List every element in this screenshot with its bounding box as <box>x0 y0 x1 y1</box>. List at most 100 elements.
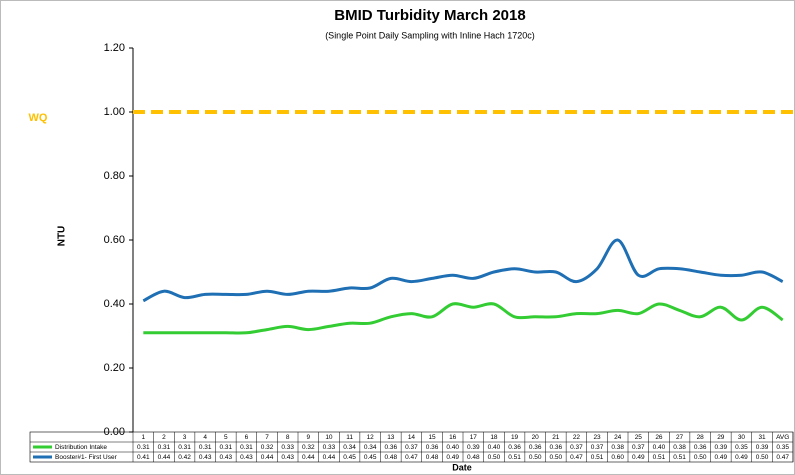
x-tick-label: 19 <box>511 434 519 441</box>
x-tick-label: 13 <box>387 434 395 441</box>
y-tick-label: 0.20 <box>104 362 125 374</box>
x-tick-label: 21 <box>552 434 560 441</box>
data-label: 0.38 <box>611 444 624 451</box>
data-label: 0.44 <box>323 454 336 461</box>
data-label: 0.40 <box>488 444 501 451</box>
x-tick-label: 15 <box>428 434 436 441</box>
data-label: 0.51 <box>508 454 521 461</box>
x-tick-label: 28 <box>697 434 705 441</box>
data-label: 0.43 <box>199 454 212 461</box>
x-tick-label: 6 <box>245 434 249 441</box>
x-tick-label: 12 <box>367 434 375 441</box>
data-label: 0.35 <box>776 444 789 451</box>
x-tick-label: 3 <box>183 434 187 441</box>
legend-label: Distribution Intake <box>55 444 107 451</box>
x-tick-label: 31 <box>758 434 766 441</box>
chart-subtitle: (Single Point Daily Sampling with Inline… <box>325 30 535 40</box>
data-label: 0.32 <box>302 444 315 451</box>
data-label: 0.48 <box>426 454 439 461</box>
data-label: 0.36 <box>694 444 707 451</box>
data-label: 0.36 <box>384 444 397 451</box>
data-label: 0.36 <box>426 444 439 451</box>
data-label: 0.47 <box>776 454 789 461</box>
y-tick-label: 0.80 <box>104 170 125 182</box>
data-label: 0.48 <box>384 454 397 461</box>
data-label: 0.38 <box>673 444 686 451</box>
x-tick-label: 22 <box>573 434 581 441</box>
x-tick-label: 1 <box>142 434 146 441</box>
data-label: 0.47 <box>570 454 583 461</box>
data-label: 0.37 <box>405 444 418 451</box>
x-tick-label: 2 <box>162 434 166 441</box>
data-label: 0.43 <box>240 454 253 461</box>
x-tick-label: 17 <box>470 434 478 441</box>
data-label: 0.50 <box>488 454 501 461</box>
x-tick-label: 26 <box>655 434 663 441</box>
data-label: 0.34 <box>343 444 356 451</box>
threshold-label: WQ <box>29 112 48 124</box>
data-label: 0.36 <box>508 444 521 451</box>
data-label: 0.36 <box>529 444 542 451</box>
data-label: 0.37 <box>632 444 645 451</box>
x-tick-label: 9 <box>307 434 311 441</box>
data-label: 0.39 <box>714 444 727 451</box>
x-tick-label: 5 <box>224 434 228 441</box>
x-tick-label: 27 <box>676 434 684 441</box>
data-label: 0.51 <box>673 454 686 461</box>
data-label: 0.31 <box>199 444 212 451</box>
y-tick-label: 0.40 <box>104 298 125 310</box>
legend-label: Booster#1- First User <box>55 454 118 461</box>
data-label: 0.50 <box>756 454 769 461</box>
x-tick-label: AVG <box>776 434 789 441</box>
data-label: 0.44 <box>302 454 315 461</box>
data-label: 0.50 <box>549 454 562 461</box>
x-tick-label: 10 <box>325 434 333 441</box>
data-label: 0.50 <box>694 454 707 461</box>
y-tick-label: 0.60 <box>104 234 125 246</box>
data-label: 0.43 <box>281 454 294 461</box>
data-label: 0.32 <box>261 444 274 451</box>
x-tick-label: 18 <box>490 434 498 441</box>
x-tick-label: 25 <box>635 434 643 441</box>
x-tick-label: 24 <box>614 434 622 441</box>
series-line <box>143 302 784 335</box>
x-tick-label: 11 <box>346 434 353 441</box>
y-tick-label: 1.00 <box>104 106 125 118</box>
data-label: 0.33 <box>281 444 294 451</box>
chart-title: BMID Turbidity March 2018 <box>334 7 525 24</box>
data-label: 0.40 <box>446 444 459 451</box>
data-label: 0.47 <box>405 454 418 461</box>
data-label: 0.51 <box>653 454 666 461</box>
data-label: 0.37 <box>570 444 583 451</box>
data-label: 0.41 <box>137 454 150 461</box>
x-tick-label: 23 <box>593 434 601 441</box>
data-label: 0.36 <box>549 444 562 451</box>
data-label: 0.49 <box>735 454 748 461</box>
data-label: 0.37 <box>591 444 604 451</box>
data-label: 0.50 <box>529 454 542 461</box>
data-label: 0.31 <box>137 444 150 451</box>
x-tick-label: 7 <box>265 434 269 441</box>
y-axis-label: NTU <box>57 226 68 247</box>
data-label: 0.31 <box>178 444 191 451</box>
data-label: 0.31 <box>240 444 253 451</box>
data-label: 0.51 <box>591 454 604 461</box>
data-label: 0.60 <box>611 454 624 461</box>
data-label: 0.49 <box>446 454 459 461</box>
x-tick-label: 14 <box>408 434 416 441</box>
data-label: 0.45 <box>343 454 356 461</box>
x-tick-label: 8 <box>286 434 290 441</box>
data-label: 0.42 <box>178 454 191 461</box>
data-label: 0.45 <box>364 454 377 461</box>
data-label: 0.44 <box>158 454 171 461</box>
data-label: 0.39 <box>756 444 769 451</box>
data-label: 0.31 <box>158 444 171 451</box>
data-label: 0.39 <box>467 444 480 451</box>
data-label: 0.40 <box>653 444 666 451</box>
data-label: 0.35 <box>735 444 748 451</box>
x-tick-label: 4 <box>203 434 207 441</box>
x-tick-label: 16 <box>449 434 457 441</box>
data-label: 0.49 <box>632 454 645 461</box>
